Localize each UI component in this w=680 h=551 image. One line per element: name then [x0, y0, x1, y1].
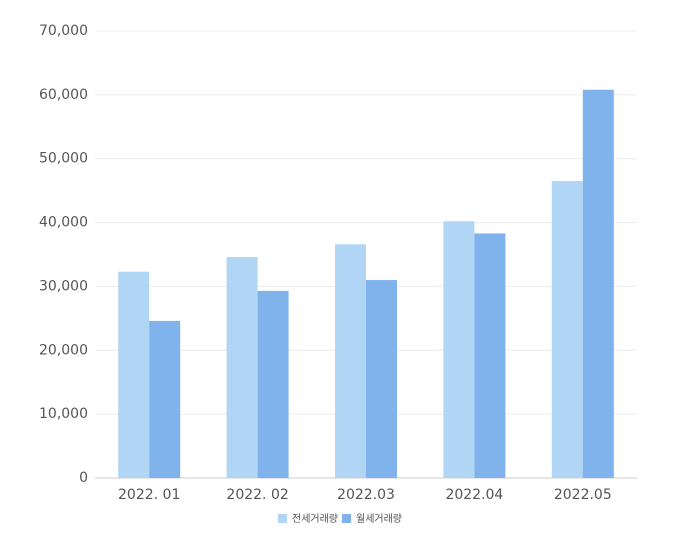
- bar: [443, 221, 475, 478]
- y-tick-label: 60,000: [39, 87, 88, 103]
- y-tick-label: 10,000: [39, 406, 88, 422]
- y-tick-label: 0: [79, 470, 88, 486]
- bar: [118, 271, 150, 478]
- legend: 전세거래량 월세거래량: [278, 513, 402, 525]
- bar: [474, 233, 506, 478]
- bar: [335, 244, 366, 478]
- x-tick-label: 2022.04: [445, 487, 503, 503]
- bar: [582, 89, 614, 479]
- y-tick-label: 20,000: [39, 342, 88, 358]
- x-tick-label: 2022.05: [554, 487, 612, 503]
- y-tick-label: 30,000: [39, 278, 88, 294]
- bar: [366, 280, 397, 478]
- y-tick-label: 70,000: [39, 23, 88, 39]
- bar: [257, 290, 289, 478]
- x-tick-label: 2022. 01: [118, 487, 180, 503]
- x-tick-label: 2022. 02: [226, 487, 288, 503]
- legend-label: 월세거래량: [356, 513, 402, 525]
- bar: [226, 257, 258, 478]
- legend-swatch: [342, 514, 351, 523]
- bar: [551, 181, 583, 479]
- legend-swatch: [278, 514, 287, 523]
- y-tick-label: 40,000: [39, 215, 88, 231]
- bar: [149, 320, 181, 478]
- y-tick-label: 50,000: [39, 151, 88, 167]
- legend-label: 전세거래량: [292, 513, 338, 525]
- x-tick-label: 2022.03: [337, 487, 395, 503]
